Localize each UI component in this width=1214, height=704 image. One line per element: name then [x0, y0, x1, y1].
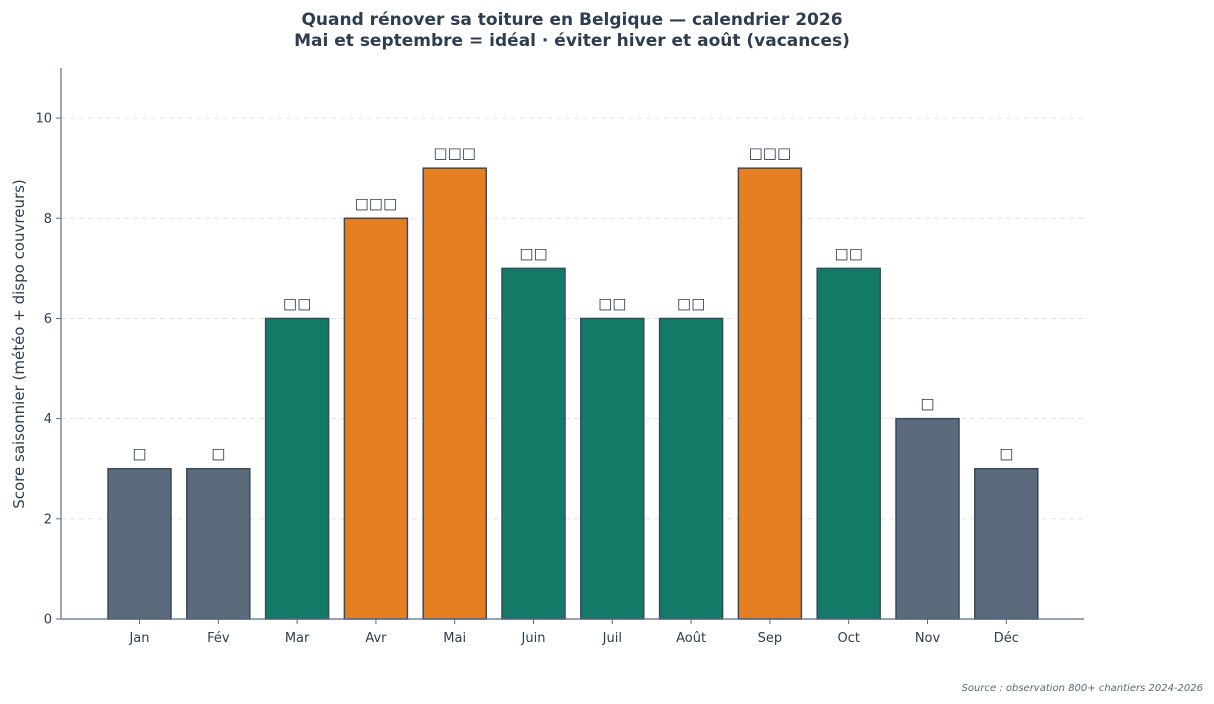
- bar-label: □: [920, 395, 934, 413]
- bar: [658, 317, 724, 620]
- bar-label: □□□: [749, 144, 792, 162]
- bar-label: □: [211, 445, 225, 463]
- bar: [186, 467, 251, 620]
- x-tick-label: Déc: [994, 631, 1019, 646]
- x-tick-label: Avr: [365, 631, 387, 646]
- x-tick-label: Sep: [758, 631, 783, 646]
- bar: [737, 167, 803, 620]
- chart-subtitle: Mai et septembre = idéal · éviter hiver …: [294, 31, 850, 51]
- x-tick-label: Juin: [521, 631, 546, 646]
- bar-label: □□: [598, 294, 626, 312]
- bar: [580, 317, 645, 620]
- x-tick-label: Mar: [285, 631, 310, 646]
- x-ticks: Jan Fév Mar Avr Mai Juin Juil Août Sep Oct Nov Déc: [128, 619, 1019, 646]
- y-tick-label: 8: [44, 212, 52, 227]
- y-tick-label: 10: [35, 112, 52, 127]
- y-ticks: 0 2 4 6 8 10: [35, 112, 61, 628]
- x-tick-label: Juil: [602, 631, 622, 646]
- bar: [501, 267, 566, 620]
- bar: [816, 267, 881, 620]
- bar: [895, 417, 960, 620]
- bar-label: □: [999, 445, 1013, 463]
- bar-label: □□□: [433, 144, 476, 162]
- y-tick-label: 0: [44, 613, 52, 628]
- bar-label: □□: [283, 294, 311, 312]
- source-note: Source : observation 800+ chantiers 2024…: [962, 683, 1203, 694]
- bar: [343, 217, 409, 620]
- bar: [107, 467, 172, 620]
- bar: [264, 317, 330, 620]
- x-tick-label: Fév: [207, 631, 230, 646]
- chart-title: Quand rénover sa toiture en Belgique — c…: [301, 10, 842, 30]
- bar-label: □: [132, 445, 146, 463]
- bar: [422, 167, 487, 620]
- bar-label: □□: [519, 244, 547, 262]
- bars: □ □□□□□□□□□□□□□ □□□□□□□□□: [107, 144, 1039, 620]
- y-axis-label: Score saisonnier (météo + dispo couvreur…: [10, 179, 28, 509]
- bar-label: □□: [835, 244, 863, 262]
- x-tick-label: Mai: [443, 631, 466, 646]
- y-tick-label: 6: [44, 312, 52, 327]
- x-tick-label: Jan: [128, 631, 149, 646]
- bar: [974, 467, 1039, 620]
- y-tick-label: 2: [44, 512, 52, 527]
- bar-label: □□□: [355, 194, 398, 212]
- x-tick-label: Oct: [837, 631, 859, 646]
- bar-label: □□: [677, 294, 705, 312]
- x-tick-label: Nov: [915, 631, 941, 646]
- x-tick-label: Août: [676, 631, 706, 646]
- axes: [60, 68, 1084, 620]
- y-tick-label: 4: [44, 412, 52, 427]
